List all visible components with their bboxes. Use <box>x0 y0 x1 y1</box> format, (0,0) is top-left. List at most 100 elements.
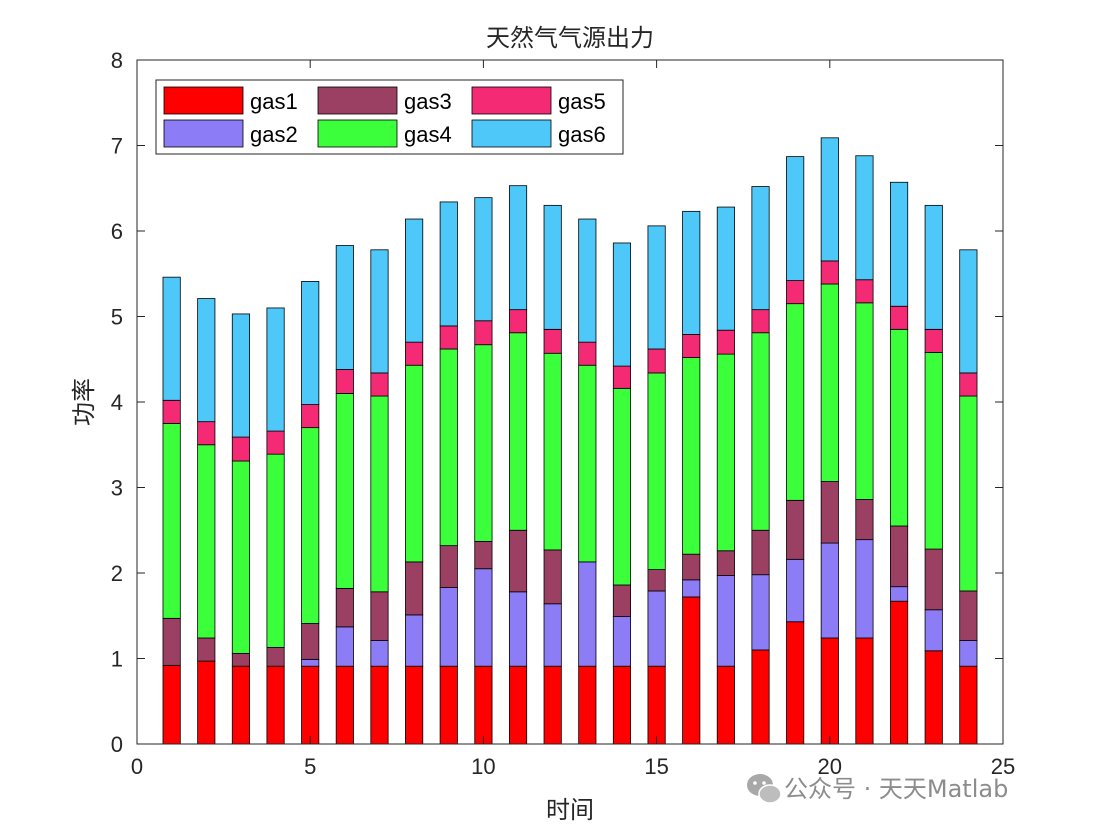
bar-gas5-17 <box>716 329 735 355</box>
bar-gas2-24 <box>959 640 978 667</box>
bar-gas5-10 <box>474 320 493 346</box>
bar-gas4-1 <box>162 422 181 619</box>
bar-gas1-21 <box>855 637 874 745</box>
bar-gas3-8 <box>405 561 424 616</box>
bar-gas4-14 <box>612 387 632 586</box>
bar-gas1-14 <box>612 665 632 745</box>
bar-gas3-15 <box>647 569 666 592</box>
bar-gas1-24 <box>959 665 978 745</box>
bar-gas5-21 <box>855 279 874 304</box>
bar-gas1-23 <box>924 650 943 745</box>
bar-gas1-3 <box>231 665 250 745</box>
bar-gas4-15 <box>647 372 666 570</box>
bar-gas5-24 <box>959 372 978 397</box>
bar-gas3-2 <box>197 637 216 662</box>
bar-gas4-16 <box>682 357 701 555</box>
chart-title: 天然气气源出力 <box>486 24 654 52</box>
bar-gas6-2 <box>197 298 216 423</box>
bar-gas1-19 <box>786 621 805 745</box>
bar-gas3-22 <box>890 525 909 588</box>
bar-gas5-11 <box>508 309 528 334</box>
bar-gas6-22 <box>890 181 909 307</box>
y-tick-label: 1 <box>111 647 123 672</box>
bar-gas4-4 <box>266 453 285 648</box>
y-tick-label: 8 <box>111 48 123 73</box>
bar-gas6-13 <box>578 218 597 343</box>
bar-gas6-17 <box>716 206 735 331</box>
bar-gas1-9 <box>439 665 458 745</box>
legend: gas1 gas2 gas3 gas4 gas5 gas6 <box>155 79 624 155</box>
bar-gas6-7 <box>370 249 389 374</box>
x-axis-title: 时间 <box>546 796 594 824</box>
bar-gas3-1 <box>162 617 181 666</box>
bar-gas2-6 <box>335 626 354 667</box>
bar-gas2-15 <box>647 590 666 667</box>
bar-gas5-4 <box>266 430 285 455</box>
wechat-icon <box>747 774 782 804</box>
bar-gas1-12 <box>543 665 562 745</box>
bar-gas2-8 <box>405 614 424 667</box>
bar-gas6-24 <box>959 249 978 374</box>
y-tick-label: 0 <box>111 732 123 757</box>
bar-gas6-19 <box>786 156 805 281</box>
bar-gas1-10 <box>474 665 493 745</box>
bars-layer <box>162 137 978 745</box>
bar-gas4-3 <box>231 460 250 654</box>
bar-gas3-14 <box>612 584 632 617</box>
bar-gas2-18 <box>751 574 770 651</box>
bar-gas4-20 <box>820 283 839 482</box>
x-tick-label: 5 <box>304 754 316 779</box>
legend-label-gas3: gas3 <box>404 89 452 114</box>
bar-gas1-7 <box>370 665 389 745</box>
legend-swatch-gas3 <box>317 86 398 115</box>
bar-gas5-2 <box>197 421 216 446</box>
bar-gas4-7 <box>370 395 389 593</box>
bar-gas1-16 <box>682 596 701 745</box>
bar-gas4-17 <box>716 353 735 552</box>
bar-gas1-2 <box>197 660 216 745</box>
y-axis-title: 功率 <box>70 378 98 426</box>
watermark: 公众号 · 天天Matlab <box>747 774 1008 804</box>
bar-gas4-13 <box>578 364 597 563</box>
bar-gas5-1 <box>162 399 181 424</box>
bar-gas2-23 <box>924 609 943 652</box>
bar-gas2-14 <box>612 616 632 667</box>
bar-gas2-21 <box>855 539 874 639</box>
bar-gas1-22 <box>890 600 909 745</box>
bar-gas5-23 <box>924 328 943 353</box>
bar-gas5-6 <box>335 369 354 394</box>
bar-gas3-24 <box>959 590 978 641</box>
bar-gas3-19 <box>786 499 805 560</box>
bar-gas3-20 <box>820 481 839 544</box>
legend-swatch-gas6 <box>471 119 552 148</box>
bar-gas5-22 <box>890 305 909 330</box>
bar-gas3-21 <box>855 499 874 541</box>
bar-gas3-16 <box>682 553 701 581</box>
bar-gas3-10 <box>474 540 493 570</box>
bar-gas6-12 <box>543 204 562 330</box>
legend-swatch-gas5 <box>471 86 552 115</box>
bar-gas1-11 <box>508 665 528 745</box>
bar-gas5-15 <box>647 348 666 374</box>
y-tick-label: 4 <box>111 390 123 415</box>
bar-gas2-10 <box>474 568 493 667</box>
bar-gas2-9 <box>439 587 458 667</box>
y-tick-label: 2 <box>111 561 123 586</box>
bar-gas3-17 <box>716 550 735 576</box>
bar-gas5-9 <box>439 325 458 350</box>
x-tick-label: 20 <box>818 754 842 779</box>
bar-gas6-14 <box>612 242 632 367</box>
bar-gas2-19 <box>786 558 805 623</box>
bar-gas4-22 <box>890 328 909 527</box>
x-tick-label: 0 <box>131 754 143 779</box>
bar-gas3-18 <box>751 529 770 576</box>
bar-gas6-18 <box>751 186 770 311</box>
bar-gas3-5 <box>301 623 320 660</box>
bar-gas6-4 <box>266 307 285 432</box>
bar-gas5-16 <box>682 334 701 358</box>
bar-gas4-10 <box>474 344 493 542</box>
bar-gas4-5 <box>301 427 320 624</box>
legend-label-gas5: gas5 <box>558 89 606 114</box>
bar-gas3-3 <box>231 652 250 667</box>
